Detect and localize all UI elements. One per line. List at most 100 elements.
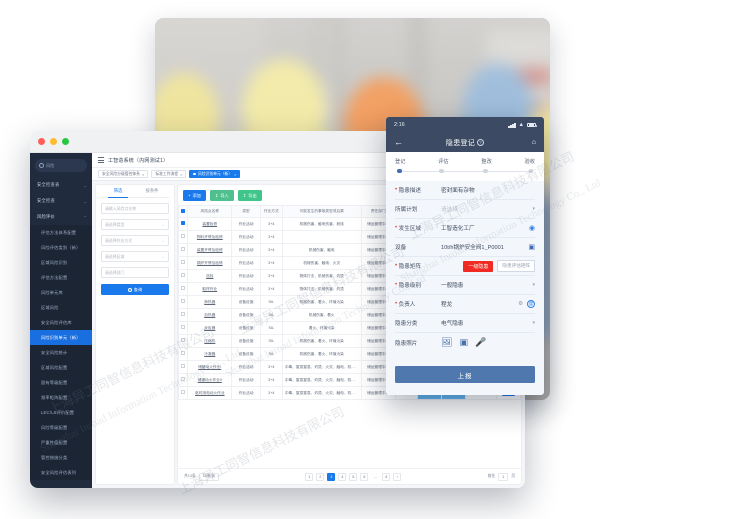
page-5[interactable]: 5 xyxy=(349,472,358,481)
help-icon[interactable]: ? xyxy=(477,139,485,146)
sidebar-item-11[interactable]: 频率矩阵配置 xyxy=(30,390,92,405)
import-button[interactable]: ↧ 导入 xyxy=(209,190,234,201)
field-value-owner[interactable]: 程龙 xyxy=(441,302,453,308)
cell-name[interactable]: 反应器 xyxy=(187,321,233,335)
row-checkbox-cell[interactable] xyxy=(178,347,189,361)
filter-tab-0[interactable]: 筛选 xyxy=(101,185,135,198)
step-dot-0-active[interactable] xyxy=(397,168,402,174)
search-button[interactable]: 查询 xyxy=(101,284,169,295)
checkbox-icon[interactable] xyxy=(181,260,186,265)
page-6[interactable]: 6 xyxy=(360,472,369,481)
tab-1[interactable]: 标准工作流程 × xyxy=(151,170,187,178)
checkbox-icon[interactable] xyxy=(181,247,186,252)
sidebar-group-safety-check[interactable]: 安全检查 ⌄ xyxy=(30,193,92,209)
cell-name[interactable]: 冷凝器 xyxy=(187,347,233,361)
row-checkbox-cell[interactable] xyxy=(178,282,189,296)
home-icon[interactable]: ⌂ xyxy=(531,139,536,146)
cell-name[interactable]: 装置检修 xyxy=(187,217,233,231)
field-value-plan[interactable]: 请选择 xyxy=(441,207,458,213)
step-dot-3[interactable] xyxy=(528,168,533,174)
sidebar-item-4[interactable]: 风险单元库 xyxy=(30,285,92,300)
filter-select-area[interactable]: 请选择区域 ⌄ xyxy=(101,251,169,262)
page-2[interactable]: 2 xyxy=(316,472,325,481)
sidebar-item-3[interactable]: 评估方法配置 xyxy=(30,270,92,285)
field-value-description[interactable]: 密封面有杂物 xyxy=(441,188,475,194)
select-all-header[interactable] xyxy=(178,205,189,218)
page-1[interactable]: 1 xyxy=(305,472,314,481)
close-icon[interactable]: × xyxy=(234,171,237,177)
checkbox-icon[interactable] xyxy=(181,338,186,343)
sidebar-item-12[interactable]: LEC/LS评价配置 xyxy=(30,405,92,420)
checkbox-icon[interactable] xyxy=(181,390,186,395)
step-label-0[interactable]: 登记 xyxy=(395,159,406,165)
checkbox-icon[interactable] xyxy=(181,351,186,356)
scan-qr-icon[interactable]: ▣ xyxy=(528,244,535,251)
row-checkbox-cell[interactable] xyxy=(178,269,189,283)
field-row-plan[interactable]: 所属计划 请选择 ▾ xyxy=(395,200,535,219)
field-value-category[interactable]: 电气隐患 xyxy=(441,321,464,327)
camera-upload-icon[interactable]: ▣ xyxy=(459,337,468,347)
row-checkbox-cell[interactable] xyxy=(178,256,189,270)
checkbox-icon[interactable] xyxy=(181,312,186,317)
step-label-3[interactable]: 验收 xyxy=(524,159,535,165)
page-8[interactable]: 8 xyxy=(382,472,391,481)
cell-name[interactable]: 物料开停及检修 xyxy=(187,230,233,244)
cell-name[interactable]: 装置开停及检修 xyxy=(187,243,233,257)
next-page-button[interactable]: › xyxy=(393,472,402,481)
sidebar-item-8[interactable]: 安全风险统计 xyxy=(30,345,92,360)
maximize-window-button[interactable] xyxy=(62,138,69,145)
row-checkbox-cell[interactable] xyxy=(178,308,189,322)
cell-name[interactable]: 锅炉开停及检修 xyxy=(187,256,233,270)
checkbox-icon[interactable] xyxy=(181,364,186,369)
filter-select-dept[interactable]: 请选择部门 xyxy=(101,267,169,278)
sidebar-item-1[interactable]: 风险评估类别（新） xyxy=(30,240,92,255)
goto-input[interactable]: 1 xyxy=(498,472,509,481)
sidebar-item-7-active[interactable]: 风险识别单元（新） xyxy=(30,330,92,345)
voice-upload-icon[interactable]: 🎤 xyxy=(474,337,487,347)
page-4[interactable]: 4 xyxy=(338,472,347,481)
sidebar-item-0[interactable]: 评估方法体系配置 xyxy=(30,225,92,240)
checkbox-icon[interactable] xyxy=(181,208,186,213)
checkbox-icon[interactable] xyxy=(181,221,186,226)
page-3-active[interactable]: 3 xyxy=(327,472,336,481)
location-pin-icon[interactable]: ◉ xyxy=(528,225,535,232)
filter-input-name[interactable]: 请输入风险点名称 xyxy=(101,203,169,214)
step-label-2[interactable]: 整改 xyxy=(481,159,492,165)
field-value-area[interactable]: 工智造化工厂 xyxy=(441,226,475,232)
field-row-category[interactable]: 隐患分类 电气隐患 ▾ xyxy=(395,314,535,333)
row-checkbox-cell[interactable] xyxy=(178,334,189,348)
field-row-matrix[interactable]: • 隐患矩阵 一级隐患 隐患评估矩阵 xyxy=(395,257,535,276)
sidebar-item-9[interactable]: 区域风险配置 xyxy=(30,360,92,375)
sidebar-item-6[interactable]: 安全风险评估库 xyxy=(30,315,92,330)
checkbox-icon[interactable] xyxy=(181,273,186,278)
sidebar-item-15[interactable]: 管控措施分类 xyxy=(30,450,92,465)
field-row-description[interactable]: • 隐患描述 密封面有杂物 xyxy=(395,181,535,200)
filter-tab-1[interactable]: 按条件 xyxy=(135,185,169,197)
row-checkbox-cell[interactable] xyxy=(178,295,189,309)
row-checkbox-cell[interactable] xyxy=(178,373,189,387)
close-icon[interactable]: × xyxy=(141,171,145,177)
field-row-area[interactable]: • 发生区域 工智造化工厂 ◉ xyxy=(395,219,535,238)
add-button[interactable]: + 添加 xyxy=(183,190,206,201)
field-value-level[interactable]: 一般隐患 xyxy=(441,283,464,289)
checkbox-icon[interactable] xyxy=(181,377,186,382)
cell-name[interactable]: 取样作业 xyxy=(187,282,233,296)
sidebar-group-safety-checklist[interactable]: 安全检查表 ⌄ xyxy=(30,177,92,193)
sidebar-search-input[interactable]: 风险 xyxy=(35,159,87,172)
checkbox-icon[interactable] xyxy=(181,299,186,304)
menu-hamburger-icon[interactable] xyxy=(98,157,104,163)
cell-name[interactable]: 巡检 xyxy=(187,269,233,283)
cell-name[interactable]: 换热器 xyxy=(187,295,233,309)
hazard-matrix-button[interactable]: 隐患评估矩阵 xyxy=(497,260,535,272)
back-arrow-icon[interactable]: ← xyxy=(394,137,403,147)
row-checkbox-cell[interactable] xyxy=(178,230,189,244)
step-dot-2[interactable] xyxy=(483,168,488,174)
filter-select-type[interactable]: 请选择类型 ⌄ xyxy=(101,219,169,230)
sidebar-item-10[interactable]: 固有等级配置 xyxy=(30,375,92,390)
cell-name[interactable]: 储罐动火作业II xyxy=(187,373,233,387)
sidebar-item-13[interactable]: 风险等级配置 xyxy=(30,420,92,435)
field-row-owner[interactable]: • 负责人 程龙 ⚙ @ xyxy=(395,295,535,314)
step-label-1[interactable]: 评估 xyxy=(438,159,449,165)
field-value-equipment[interactable]: 10t/h锅炉安全阀1_P0001 xyxy=(441,245,504,251)
gear-icon[interactable]: ⚙ xyxy=(518,301,523,307)
